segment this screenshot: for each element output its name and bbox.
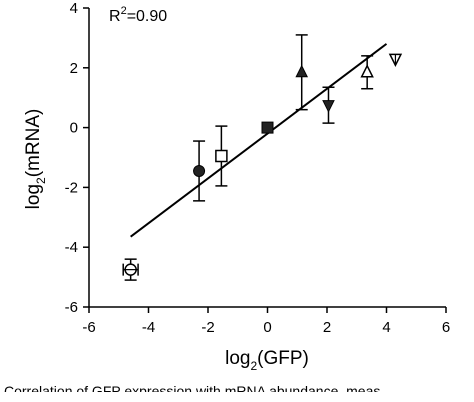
x-tick-label: -6 [82, 319, 95, 336]
marker [360, 64, 374, 78]
y-tick-label: 0 [70, 120, 78, 137]
data-point-square-filled [261, 121, 274, 134]
data-point-circle-filled [193, 164, 206, 177]
y-axis-title: log2(mRNA) [23, 109, 48, 210]
marker [322, 100, 335, 113]
data-point-circle-open-cross [124, 263, 137, 276]
r-squared-annotation: R2=0.90 [109, 5, 167, 25]
figure-caption: Correlation of GFP expression with mRNA … [4, 383, 381, 399]
data-point-triangle-up-open [360, 64, 374, 78]
fit-line-layer [130, 43, 388, 238]
x-tick-label: 4 [382, 319, 390, 336]
regression-line [130, 43, 388, 238]
marker-layer [124, 53, 403, 276]
x-tick-label: 2 [323, 319, 331, 336]
x-tick-label: -2 [201, 319, 214, 336]
data-point-triangle-down-open-cross [388, 53, 403, 68]
y-tick-label: 4 [70, 0, 78, 17]
x-axis-title: log2(GFP) [225, 348, 309, 373]
error-bar-layer [122, 34, 374, 281]
axes: -6 -4 -2 0 2 4 6 -6 -4 -2 0 2 4 [65, 0, 451, 336]
x-tick-label: -4 [142, 319, 155, 336]
scatter-chart: -6 -4 -2 0 2 4 6 -6 -4 -2 0 2 4 R2=0.90 log2(GFP) lo… [23, 0, 451, 373]
marker [261, 121, 274, 134]
y-tick-label: -6 [65, 299, 78, 316]
y-tick-label: -2 [65, 179, 78, 196]
marker [295, 64, 309, 78]
x-tick-label: 6 [442, 319, 450, 336]
marker [193, 164, 206, 177]
data-point-square-open [215, 149, 228, 163]
marker [215, 149, 228, 163]
x-tick-label: 0 [263, 319, 271, 336]
y-tick-label: 2 [70, 60, 78, 77]
data-point-triangle-up-filled [295, 64, 309, 78]
data-point-triangle-down-filled [322, 100, 335, 113]
y-tick-label: -4 [65, 239, 78, 256]
